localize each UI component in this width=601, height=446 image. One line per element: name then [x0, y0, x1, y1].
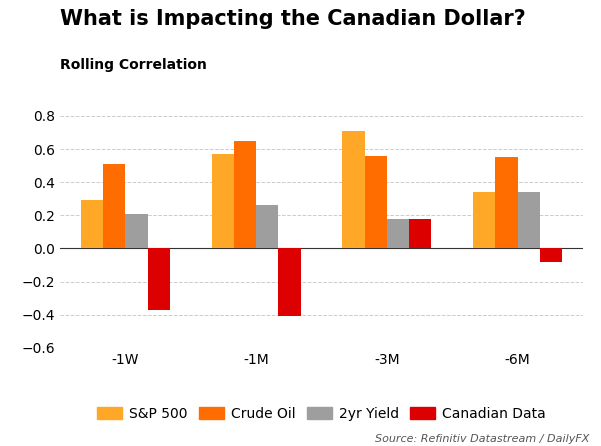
Legend: S&P 500, Crude Oil, 2yr Yield, Canadian Data: S&P 500, Crude Oil, 2yr Yield, Canadian … [92, 401, 551, 426]
Text: Source: Refinitiv Datastream / DailyFX: Source: Refinitiv Datastream / DailyFX [374, 434, 589, 444]
Bar [234, 141, 256, 248]
Bar [278, 248, 300, 316]
Bar [126, 214, 148, 248]
Bar [212, 154, 234, 248]
Bar [256, 206, 278, 248]
Bar [81, 200, 103, 248]
Bar [103, 164, 126, 248]
Text: Rolling Correlation: Rolling Correlation [60, 58, 207, 72]
Bar [365, 156, 387, 248]
Bar [495, 157, 517, 248]
Bar [409, 219, 432, 248]
Text: What is Impacting the Canadian Dollar?: What is Impacting the Canadian Dollar? [60, 9, 526, 29]
Bar [343, 131, 365, 248]
Bar [387, 219, 409, 248]
Bar [517, 192, 540, 248]
Bar [540, 248, 562, 262]
Bar [473, 192, 495, 248]
Bar [148, 248, 170, 310]
